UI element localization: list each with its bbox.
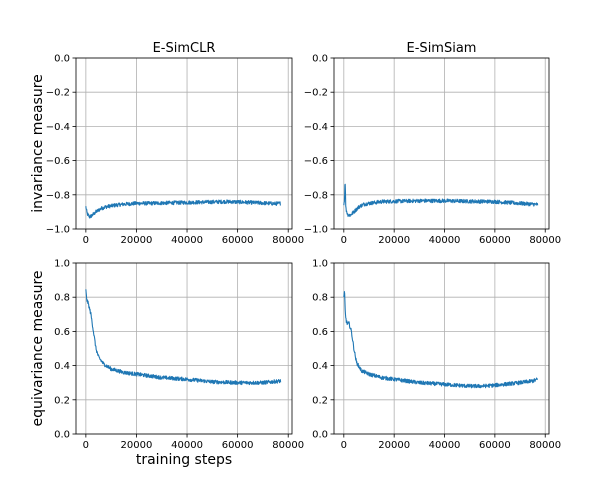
x-tick-label: 0 bbox=[83, 440, 89, 451]
x-tick-label: 80000 bbox=[272, 235, 304, 246]
y-tick-label: 0.2 bbox=[54, 395, 70, 406]
y-tick-label: −1.0 bbox=[304, 225, 328, 236]
panel-e-simclr-equivariance: 0 20000 40000 60000 800000.00.20.40.60.81.0 … bbox=[30, 259, 304, 469]
y-tick-label: 0.2 bbox=[312, 395, 328, 406]
series-line-invariance bbox=[85, 199, 281, 219]
x-tick-label: 20000 bbox=[378, 235, 410, 246]
x-axis-label: training steps bbox=[136, 452, 232, 468]
x-tick-label: 40000 bbox=[429, 440, 461, 451]
panel-e-simsiam-equivariance: 0 20000 40000 60000 80000 0.0 0.2 0.4 0.6 0.8 1.0 bbox=[312, 259, 561, 452]
y-tick-label: −0.8 bbox=[46, 190, 70, 201]
y-tick-label: −1.0 bbox=[46, 225, 70, 236]
y-tick-label: 0.0 bbox=[312, 430, 328, 441]
x-tick-label: 0 bbox=[83, 235, 89, 246]
y-tick-label: 0.6 bbox=[312, 327, 328, 338]
panel-title: E-SimCLR bbox=[153, 41, 216, 56]
panel-e-simsiam-invariance: 0 20000 40000 60000 80000 −1.0 −0.8 −0.6 −0.4 −0.… bbox=[304, 41, 561, 246]
x-tick-label: 20000 bbox=[378, 440, 410, 451]
x-tick-label: 60000 bbox=[479, 440, 511, 451]
axes-frame bbox=[75, 262, 293, 435]
y-tick-label: −0.2 bbox=[46, 88, 70, 99]
series-line-invariance bbox=[343, 183, 539, 218]
y-tick-label: −0.4 bbox=[46, 122, 70, 133]
y-tick-label: 0.0 bbox=[54, 54, 70, 65]
axes-frame bbox=[333, 262, 550, 435]
y-tick-label: 1.0 bbox=[312, 259, 328, 270]
x-tick-label: 40000 bbox=[171, 235, 203, 246]
axes-frame bbox=[333, 57, 550, 230]
y-tick-label: 0.0 bbox=[312, 54, 328, 65]
axes-frame bbox=[75, 57, 293, 230]
x-tick-label: 20000 bbox=[121, 235, 153, 246]
y-tick-label: −0.6 bbox=[46, 156, 70, 167]
y-tick-label: 0.8 bbox=[312, 293, 328, 304]
x-tick-label: 20000 bbox=[121, 440, 153, 451]
x-tick-label: 0 bbox=[341, 235, 347, 246]
x-tick-label: 60000 bbox=[222, 440, 254, 451]
x-tick-label: 80000 bbox=[529, 440, 561, 451]
y-tick-label: −0.6 bbox=[304, 156, 328, 167]
x-tick-label: 60000 bbox=[222, 235, 254, 246]
y-tick-label: 0.4 bbox=[54, 361, 70, 372]
y-tick-label: −0.8 bbox=[304, 190, 328, 201]
series-line-equivariance bbox=[85, 289, 282, 386]
x-tick-label: 40000 bbox=[171, 440, 203, 451]
y-tick-label: 0.0 bbox=[54, 430, 70, 441]
x-tick-label: 60000 bbox=[479, 235, 511, 246]
y-tick-label: 1.0 bbox=[54, 259, 70, 270]
x-tick-label: 80000 bbox=[272, 440, 304, 451]
y-tick-label: 0.8 bbox=[54, 293, 70, 304]
y-tick-label: −0.4 bbox=[304, 122, 328, 133]
series-line-equivariance bbox=[343, 291, 539, 389]
x-tick-label: 0 bbox=[341, 440, 347, 451]
y-tick-label: 0.6 bbox=[54, 327, 70, 338]
panel-e-simclr-invariance: 0 20000 40000 60000 80000 −1.0 −0.8 −0.6 −0.4 −0.… bbox=[30, 41, 304, 246]
y-axis-label: invariance measure bbox=[30, 74, 46, 213]
y-tick-label: −0.2 bbox=[304, 88, 328, 99]
panel-title: E-SimSiam bbox=[407, 41, 477, 56]
x-tick-label: 40000 bbox=[429, 235, 461, 246]
y-axis-label: equivariance measure bbox=[30, 270, 46, 426]
y-tick-label: 0.4 bbox=[312, 361, 328, 372]
x-tick-label: 80000 bbox=[529, 235, 561, 246]
